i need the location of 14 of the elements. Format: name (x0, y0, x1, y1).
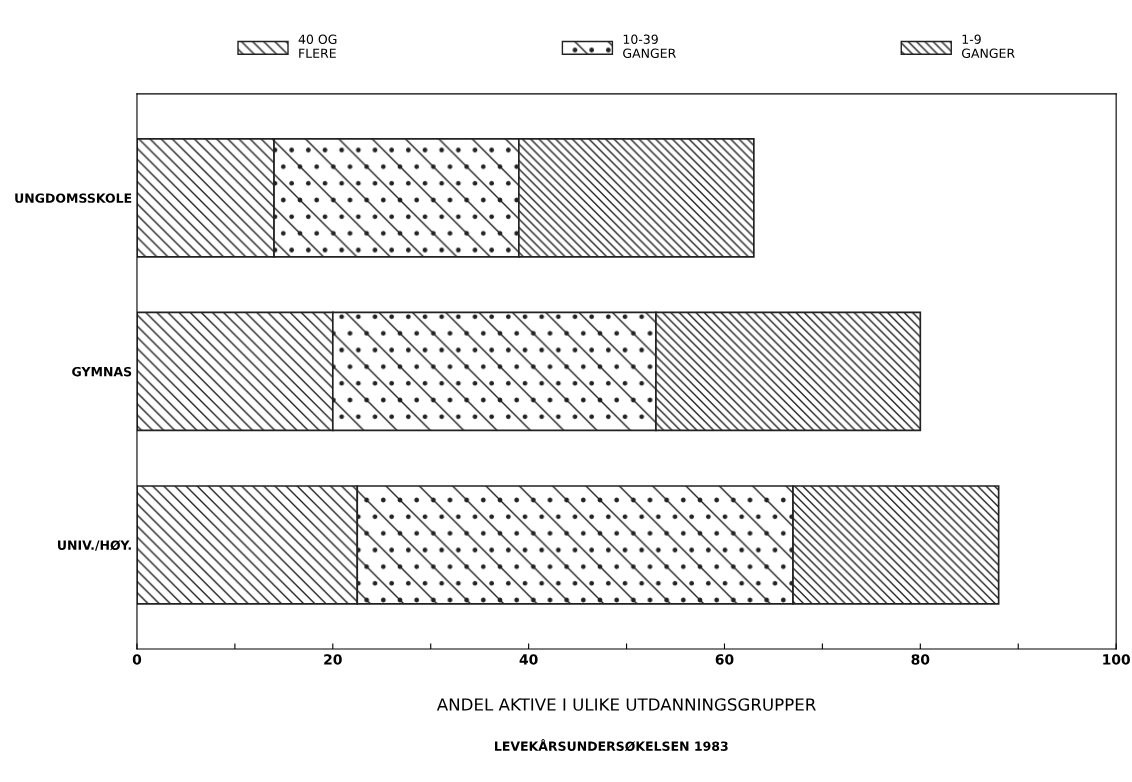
x-tick-label: 40 (519, 654, 538, 665)
y-tick-label: UNGDOMSSKOLE (15, 193, 132, 203)
legend-label: 40 OG FLERE (298, 34, 337, 58)
legend-label: 1-9 GANGER (961, 34, 1015, 58)
x-tick-label: 100 (1103, 654, 1130, 665)
y-tick-label: UNIV./HØY. (58, 540, 131, 551)
legend-label: 10-39 GANGER (623, 34, 676, 58)
y-tick-label: GYMNAS (72, 366, 132, 377)
text: LEVEKÅRSUNDERSØKELSEN 1983 (495, 739, 728, 752)
x-tick-label: 80 (911, 654, 930, 665)
x-axis-title: ANDEL AKTIVE I ULIKE UTDANNINGSGRUPPER (436, 698, 816, 711)
x-tick-label: 0 (132, 654, 142, 665)
x-tick-label: 60 (715, 654, 734, 665)
x-tick-label: 20 (324, 654, 342, 665)
